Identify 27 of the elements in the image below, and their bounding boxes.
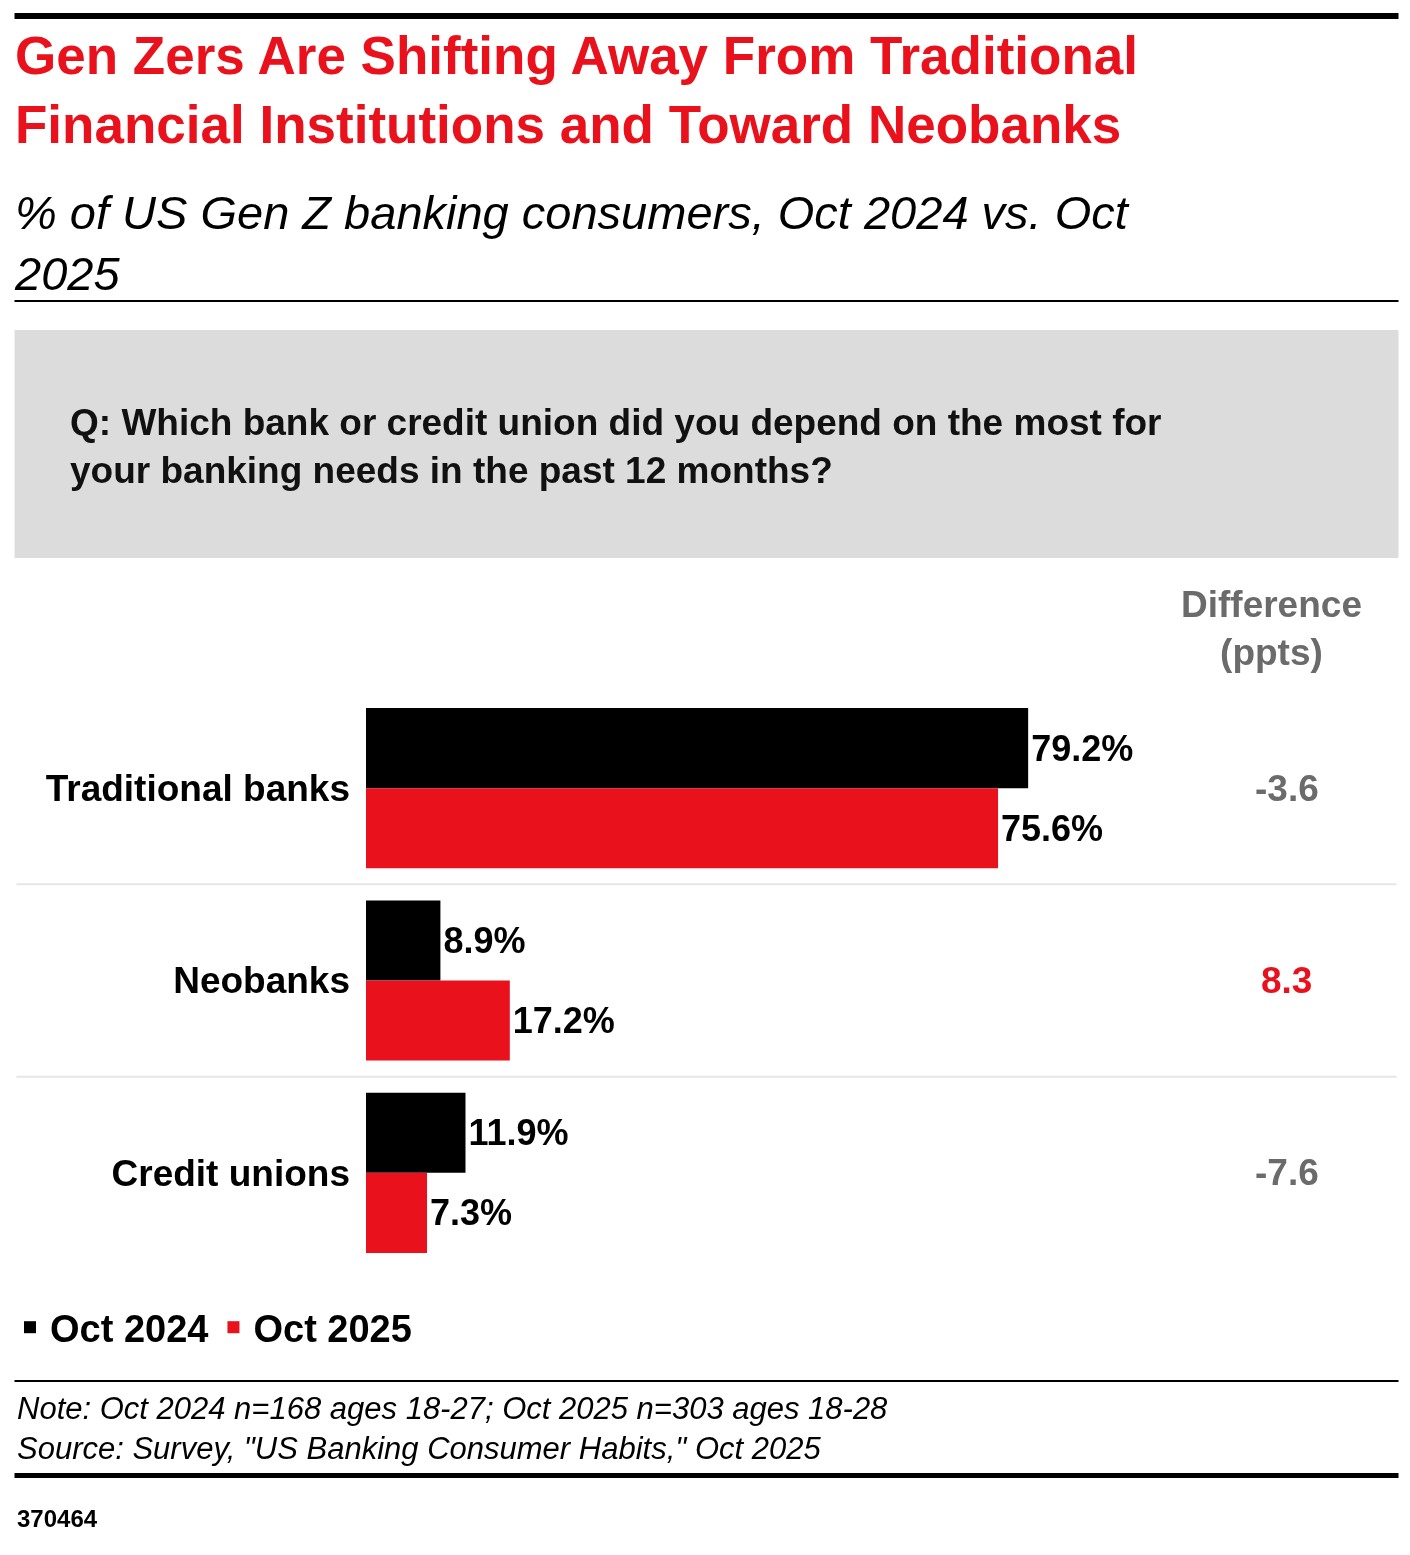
data-label: 8.9% <box>443 919 526 961</box>
bar <box>366 1092 466 1173</box>
bar <box>366 900 441 981</box>
source-note: Source: Survey, "US Banking Consumer Habits," Oct 2025 <box>17 1431 822 1466</box>
bar <box>366 788 999 869</box>
text: 8.3 <box>1261 960 1313 1001</box>
y-tick-label: Credit unions <box>111 1152 350 1194</box>
text: 370464 <box>17 1505 98 1532</box>
chart-title: Gen Zers Are Shifting Away From Traditional Financial Institutions and Toward Neobanks <box>15 26 1139 154</box>
text: -7.6 <box>1255 1152 1319 1193</box>
data-label: 75.6% <box>1001 807 1104 849</box>
y-tick-label: Traditional banks <box>45 768 350 810</box>
legend-label: Oct 2025 <box>253 1308 412 1351</box>
chart-subtitle: % of US Gen Z banking consumers, Oct 2024 vs. Oct 2025 <box>14 186 1130 301</box>
legend-label: Oct 2024 <box>50 1308 209 1351</box>
text: Difference (ppts) <box>1181 584 1362 674</box>
bar <box>366 980 510 1061</box>
text: Q: Which bank or credit union did you depend on the most for your banking needs in the past 12 months? <box>70 402 1162 492</box>
data-label: 17.2% <box>512 1000 615 1042</box>
data-label: 11.9% <box>468 1112 569 1154</box>
text: Note: Oct 2024 n=168 ages 18-27; Oct 2025 n=303 ages 18-28 <box>17 1391 889 1426</box>
bar <box>366 708 1029 789</box>
data-label: 7.3% <box>430 1192 513 1234</box>
bar <box>366 1172 428 1253</box>
text: -3.6 <box>1255 768 1319 809</box>
data-label: 79.2% <box>1031 727 1134 769</box>
y-tick-label: Neobanks <box>173 960 350 1002</box>
